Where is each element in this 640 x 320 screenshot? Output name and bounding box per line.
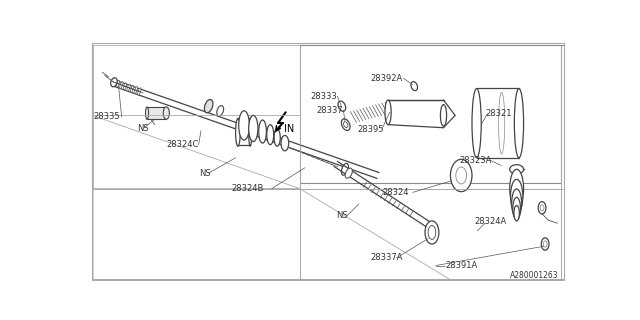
Text: NS: NS xyxy=(336,211,348,220)
Ellipse shape xyxy=(511,189,522,217)
Ellipse shape xyxy=(411,82,417,91)
Ellipse shape xyxy=(124,83,127,90)
Ellipse shape xyxy=(131,85,134,92)
Ellipse shape xyxy=(345,168,353,178)
Text: 28324B: 28324B xyxy=(232,184,264,193)
Ellipse shape xyxy=(344,122,348,128)
Ellipse shape xyxy=(541,238,549,250)
Text: NS: NS xyxy=(200,169,211,178)
Ellipse shape xyxy=(338,101,346,111)
Text: 28391A: 28391A xyxy=(445,261,477,270)
Text: 28392A: 28392A xyxy=(371,74,403,83)
Ellipse shape xyxy=(456,167,467,184)
Text: 28324A: 28324A xyxy=(474,217,506,226)
Ellipse shape xyxy=(267,124,274,145)
Ellipse shape xyxy=(236,118,240,146)
Ellipse shape xyxy=(217,106,223,116)
Ellipse shape xyxy=(204,100,213,113)
Text: 28321: 28321 xyxy=(486,109,513,118)
Ellipse shape xyxy=(428,226,436,239)
Polygon shape xyxy=(147,107,166,119)
Ellipse shape xyxy=(134,87,138,94)
Ellipse shape xyxy=(249,118,252,146)
Text: A280001263: A280001263 xyxy=(510,271,559,280)
Text: NS: NS xyxy=(137,124,148,133)
Ellipse shape xyxy=(341,164,348,175)
Ellipse shape xyxy=(538,202,546,214)
Ellipse shape xyxy=(543,241,547,247)
Text: 28324C: 28324C xyxy=(166,140,198,149)
Text: 28323A: 28323A xyxy=(459,156,492,164)
Ellipse shape xyxy=(514,205,519,221)
Ellipse shape xyxy=(515,88,524,158)
Ellipse shape xyxy=(509,169,524,208)
Ellipse shape xyxy=(120,82,123,89)
Ellipse shape xyxy=(451,159,472,192)
Text: 28395: 28395 xyxy=(357,125,384,134)
Ellipse shape xyxy=(540,205,544,211)
Ellipse shape xyxy=(499,92,505,154)
Ellipse shape xyxy=(472,88,481,158)
Text: 28324: 28324 xyxy=(382,188,408,197)
Ellipse shape xyxy=(509,165,524,174)
Ellipse shape xyxy=(138,88,141,95)
Ellipse shape xyxy=(116,80,120,87)
Ellipse shape xyxy=(385,100,391,124)
Ellipse shape xyxy=(341,119,350,131)
Ellipse shape xyxy=(163,107,170,119)
Ellipse shape xyxy=(239,111,250,140)
Ellipse shape xyxy=(145,107,148,119)
Ellipse shape xyxy=(111,78,117,87)
Text: IN: IN xyxy=(284,124,294,134)
Ellipse shape xyxy=(513,197,520,220)
Ellipse shape xyxy=(440,105,447,126)
Text: 28337A: 28337A xyxy=(371,253,403,262)
Text: 28335: 28335 xyxy=(93,112,120,121)
Ellipse shape xyxy=(425,221,439,244)
Ellipse shape xyxy=(127,84,130,91)
Ellipse shape xyxy=(259,120,266,143)
Text: 28333: 28333 xyxy=(310,92,337,101)
Ellipse shape xyxy=(274,129,280,146)
Ellipse shape xyxy=(511,179,523,213)
Ellipse shape xyxy=(249,116,258,141)
Text: 28337: 28337 xyxy=(316,106,343,115)
Ellipse shape xyxy=(281,135,289,151)
